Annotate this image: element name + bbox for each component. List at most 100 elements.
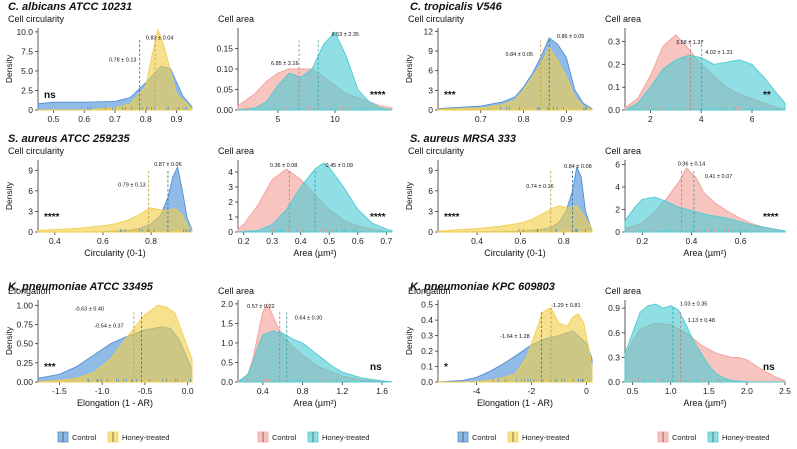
y-tick-label: 0.75 <box>16 320 33 330</box>
legend-item-control[interactable]: Control <box>657 431 697 443</box>
y-tick-label: 6 <box>428 186 433 196</box>
x-tick-label: 0.6 <box>97 236 109 246</box>
x-tick-label: 0.9 <box>171 114 183 124</box>
significance-marker: **** <box>370 212 386 223</box>
x-axis-label: Area (µm²) <box>293 248 336 258</box>
y-tick-label: 0.0 <box>221 377 233 387</box>
y-tick-label: 5.0 <box>21 66 33 76</box>
panel-subtitle: Cell area <box>218 146 254 156</box>
significance-marker: **** <box>370 90 386 101</box>
density-area-honey-treated <box>237 162 393 233</box>
rug-marks <box>644 107 753 110</box>
y-axis-label: Density <box>404 181 414 210</box>
x-tick-label: 0.7 <box>380 236 392 246</box>
x-axis-label: Area (µm²) <box>683 398 726 408</box>
y-tick-label: 0 <box>228 227 233 237</box>
rug-marks <box>503 229 586 232</box>
organism-title: C. tropicalis V546 <box>410 1 503 13</box>
significance-marker: *** <box>444 90 456 101</box>
x-tick-label: -1.5 <box>52 386 67 396</box>
rug-marks <box>245 229 363 232</box>
legend-item-control[interactable]: Control <box>457 431 497 443</box>
y-tick-label: 0.00 <box>16 377 33 387</box>
y-tick-label: 2 <box>228 197 233 207</box>
y-tick-label: 9 <box>428 165 433 175</box>
x-tick-label: 0.7 <box>109 114 121 124</box>
mean-annotation: 0.83 ± 0.04 <box>146 36 173 42</box>
panel-subtitle: Cell area <box>605 286 641 296</box>
density-area-honey-treated <box>237 31 393 111</box>
mean-annotation: 0.84 ± 0.05 <box>506 52 533 58</box>
y-tick-label: 0.05 <box>216 85 233 95</box>
mean-annotation: 0.79 ± 0.13 <box>118 183 145 189</box>
mean-annotation: 0.86 ± 0.05 <box>557 34 584 40</box>
rug-marks <box>238 379 337 382</box>
mean-annotation: -0.63 ± 0.40 <box>75 307 104 313</box>
x-tick-label: 0.8 <box>140 114 152 124</box>
y-tick-label: 0.5 <box>221 357 233 367</box>
x-axis-label: Elongation (1 - AR) <box>77 398 153 408</box>
significance-marker: **** <box>763 212 779 223</box>
legend-label: Honey-treated <box>322 433 370 442</box>
mean-annotation: 0.45 ± 0.09 <box>325 163 352 169</box>
legend-item-honey-treated[interactable]: Honey-treated <box>507 431 570 443</box>
legend-label: Control <box>272 433 297 442</box>
y-tick-label: 10.0 <box>16 27 33 37</box>
density-area-honey-treated <box>437 205 593 233</box>
x-tick-label: 1.2 <box>336 386 348 396</box>
x-tick-label: 0.8 <box>518 114 530 124</box>
legend-item-control[interactable]: Control <box>257 431 297 443</box>
y-tick-label: 0 <box>428 227 433 237</box>
panel-3-4: Cell area 0.5 1.0 1.5 2.0 2.5 0.0 0.3 0.6 0.9 Area… <box>605 286 791 408</box>
x-tick-label: 1.5 <box>703 386 715 396</box>
legend-item-honey-treated[interactable]: Honey-treated <box>107 431 170 443</box>
y-tick-label: 3 <box>228 182 233 192</box>
x-tick-label: 0.8 <box>558 236 570 246</box>
rug-marks <box>628 229 746 232</box>
mean-annotation: 0.78 ± 0.13 <box>109 58 136 64</box>
y-tick-label: 0.1 <box>421 362 433 372</box>
y-tick-label: 0.3 <box>421 331 433 341</box>
mean-annotation: 0.64 ± 0.30 <box>295 316 322 322</box>
y-tick-label: 1.5 <box>221 318 233 328</box>
rug-marks <box>110 229 192 232</box>
panel-subtitle: Cell area <box>605 14 641 24</box>
y-axis-label: Density <box>404 326 414 355</box>
legend-item-control[interactable]: Control <box>57 431 97 443</box>
y-tick-label: 6 <box>428 66 433 76</box>
panel-subtitle: Cell circularity <box>8 146 65 156</box>
x-tick-label: 0.8 <box>297 386 309 396</box>
y-tick-label: 0.1 <box>608 82 620 92</box>
mean-annotation: 0.87 ± 0.06 <box>154 162 181 168</box>
legend-item-honey-treated[interactable]: Honey-treated <box>307 431 370 443</box>
x-tick-label: 0.0 <box>182 386 194 396</box>
x-tick-label: 0.5 <box>627 386 639 396</box>
mean-annotation: 0.36 ± 0.08 <box>270 163 297 169</box>
rug-marks <box>492 379 587 382</box>
mean-annotation: 1.13 ± 0.48 <box>687 318 714 324</box>
density-area-honey-treated <box>624 303 785 383</box>
panel-3-2: Cell area 0.4 0.8 1.2 1.6 0.0 0.5 1.0 1.5 2.0 Area… <box>218 286 393 408</box>
mean-annotation: 0.74 ± 0.16 <box>526 184 553 190</box>
mean-annotation: 6.85 ± 3.16 <box>271 61 298 67</box>
y-tick-label: 9 <box>28 165 33 175</box>
panel-2-4: Cell area 0.2 0.4 0.6 0 2 4 6 Area (µm²) 0.36 ± 0… <box>605 146 786 258</box>
y-tick-label: 0.3 <box>608 37 620 47</box>
x-tick-label: 2 <box>648 114 653 124</box>
mean-annotation: 8.53 ± 2.35 <box>331 32 358 38</box>
legend-item-honey-treated[interactable]: Honey-treated <box>707 431 770 443</box>
x-tick-label: 0.4 <box>686 236 698 246</box>
significance-marker: * <box>444 362 448 373</box>
x-tick-label: -4 <box>473 386 481 396</box>
y-tick-label: 0.3 <box>608 352 620 362</box>
x-tick-label: 0.5 <box>323 236 335 246</box>
y-tick-label: 0.2 <box>421 346 433 356</box>
x-tick-label: 4 <box>699 114 704 124</box>
x-tick-label: 1.6 <box>376 386 388 396</box>
legend-label: Honey-treated <box>522 433 570 442</box>
rug-marks <box>246 107 373 110</box>
x-tick-label: 0.4 <box>49 236 61 246</box>
